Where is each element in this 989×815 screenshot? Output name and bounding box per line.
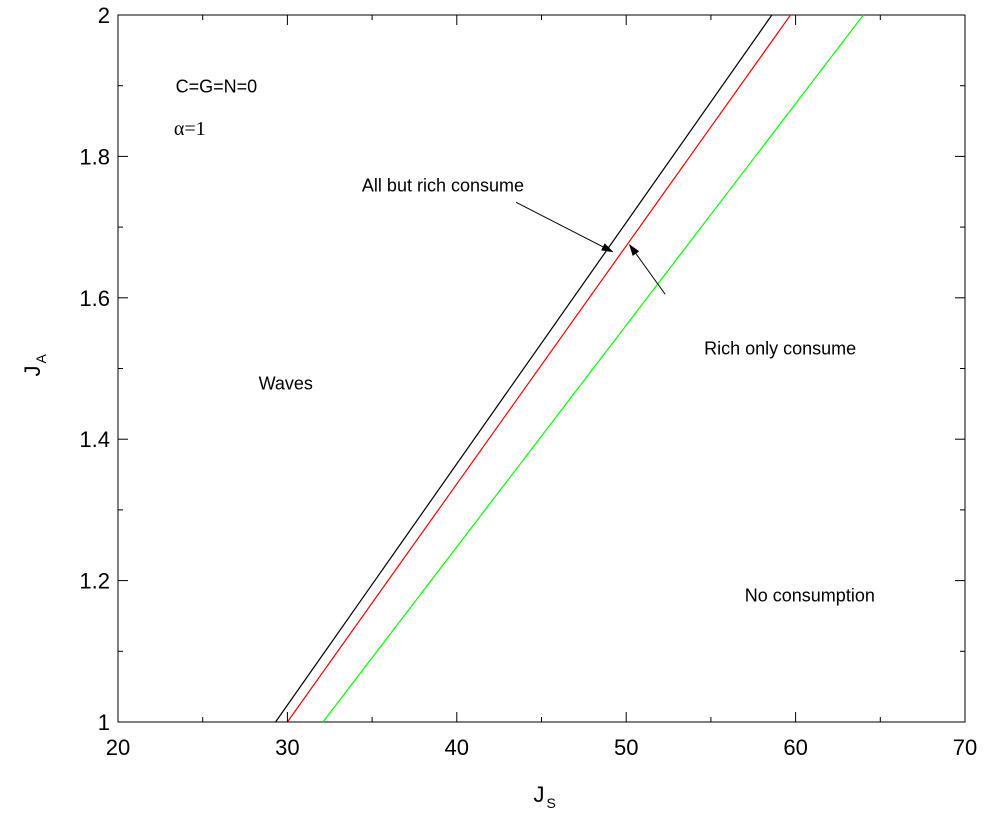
x-tick-label: 50 [614,735,638,760]
y-axis-label-subscript: A [33,354,49,364]
annotation-arrow [515,201,614,253]
x-tick-label: 40 [445,735,469,760]
y-axis-label-group: JA [20,354,49,377]
annotation-label: C=G=N=0 [176,77,258,97]
x-axis-label: J [534,782,545,807]
x-tick-label: 70 [953,735,977,760]
annotation-label: No consumption [745,586,875,606]
annotation-label: Rich only consume [704,338,856,358]
x-axis-label-subscript: S [547,795,556,811]
y-tick-label: 1.4 [79,427,110,452]
y-tick-label: 1 [98,710,110,735]
series-line-2 [286,14,792,723]
annotation-label: α=1 [174,118,206,140]
y-tick-label: 1.6 [79,286,110,311]
annotation-label: All but rich consume [362,176,524,196]
plot-frame [117,14,966,723]
y-axis-label: J [20,366,45,377]
annotation-label: Waves [259,374,313,394]
x-tick-label: 30 [275,735,299,760]
x-tick-label: 60 [783,735,807,760]
y-tick-label: 1.2 [79,569,110,594]
annotation-arrow [629,243,666,295]
x-tick-label: 20 [106,735,130,760]
y-tick-label: 2 [98,3,110,28]
series-line-1 [275,14,773,723]
series-line-3 [322,14,864,723]
y-tick-label: 1.8 [79,144,110,169]
